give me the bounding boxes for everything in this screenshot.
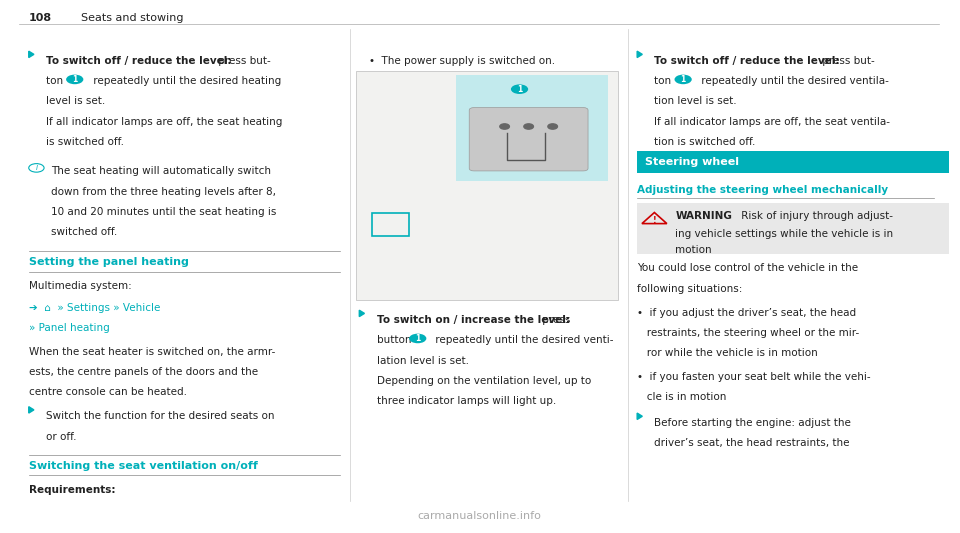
Text: To switch off / reduce the level:: To switch off / reduce the level: [46, 56, 231, 66]
Text: Multimedia system:: Multimedia system: [29, 281, 132, 292]
FancyBboxPatch shape [469, 108, 588, 171]
Text: cle is in motion: cle is in motion [637, 392, 727, 402]
Text: 1: 1 [72, 75, 78, 84]
Polygon shape [29, 407, 34, 413]
Text: repeatedly until the desired venti-: repeatedly until the desired venti- [432, 335, 613, 345]
Polygon shape [359, 310, 365, 317]
Circle shape [500, 124, 510, 129]
Text: 1: 1 [681, 75, 685, 84]
Text: motion: motion [676, 245, 712, 255]
Text: button: button [376, 335, 415, 345]
Text: or off.: or off. [46, 432, 77, 442]
Text: •  The power supply is switched on.: • The power supply is switched on. [369, 56, 555, 66]
Text: To switch on / increase the level:: To switch on / increase the level: [376, 315, 569, 325]
Text: !: ! [653, 216, 657, 225]
Text: three indicator lamps will light up.: three indicator lamps will light up. [376, 396, 556, 406]
Text: You could lose control of the vehicle in the: You could lose control of the vehicle in… [637, 263, 858, 273]
Text: lation level is set.: lation level is set. [376, 356, 468, 366]
Text: switched off.: switched off. [51, 227, 117, 237]
Text: press but-: press but- [819, 56, 875, 66]
Text: Setting the panel heating: Setting the panel heating [29, 257, 188, 267]
Text: ton: ton [655, 76, 675, 86]
Text: Switch the function for the desired seats on: Switch the function for the desired seat… [46, 411, 275, 422]
Text: down from the three heating levels after 8,: down from the three heating levels after… [51, 187, 276, 197]
Circle shape [511, 84, 528, 94]
Text: level is set.: level is set. [46, 96, 106, 107]
Polygon shape [637, 51, 642, 58]
Text: Seats and stowing: Seats and stowing [82, 13, 184, 22]
Text: 10 and 20 minutes until the seat heating is: 10 and 20 minutes until the seat heating… [51, 207, 276, 217]
Text: The seat heating will automatically switch: The seat heating will automatically swit… [51, 166, 271, 176]
Text: centre console can be heated.: centre console can be heated. [29, 387, 187, 398]
Text: repeatedly until the desired ventila-: repeatedly until the desired ventila- [699, 76, 889, 86]
Text: ror while the vehicle is in motion: ror while the vehicle is in motion [637, 348, 818, 358]
Circle shape [66, 75, 84, 84]
Circle shape [524, 124, 534, 129]
Text: i: i [36, 164, 37, 172]
Text: ton: ton [46, 76, 66, 86]
Text: ing vehicle settings while the vehicle is in: ing vehicle settings while the vehicle i… [676, 229, 894, 239]
Circle shape [409, 334, 426, 343]
Text: 1: 1 [516, 85, 522, 94]
Text: If all indicator lamps are off, the seat ventila-: If all indicator lamps are off, the seat… [655, 117, 890, 127]
Circle shape [548, 124, 558, 129]
Text: If all indicator lamps are off, the seat heating: If all indicator lamps are off, the seat… [46, 117, 282, 127]
Text: When the seat heater is switched on, the armr-: When the seat heater is switched on, the… [29, 347, 276, 357]
FancyBboxPatch shape [637, 203, 948, 254]
Text: Switching the seat ventilation on/off: Switching the seat ventilation on/off [29, 461, 257, 471]
Text: ests, the centre panels of the doors and the: ests, the centre panels of the doors and… [29, 367, 258, 377]
Text: Depending on the ventilation level, up to: Depending on the ventilation level, up t… [376, 376, 590, 386]
Text: carmanualsonline.info: carmanualsonline.info [418, 511, 541, 521]
Text: WARNING: WARNING [676, 211, 732, 221]
Text: restraints, the steering wheel or the mir-: restraints, the steering wheel or the mi… [637, 328, 859, 338]
Text: press but-: press but- [215, 56, 271, 66]
Text: Requirements:: Requirements: [29, 485, 115, 495]
Text: ➔  ⌂  » Settings » Vehicle: ➔ ⌂ » Settings » Vehicle [29, 303, 160, 313]
Text: is switched off.: is switched off. [46, 137, 124, 147]
Circle shape [675, 75, 692, 84]
Text: » Panel heating: » Panel heating [29, 323, 109, 333]
Text: 1: 1 [415, 334, 420, 343]
Text: repeatedly until the desired heating: repeatedly until the desired heating [90, 76, 281, 86]
Text: Before starting the engine: adjust the: Before starting the engine: adjust the [655, 418, 852, 428]
Polygon shape [29, 51, 34, 58]
Text: press: press [540, 315, 571, 325]
Text: To switch off / reduce the level:: To switch off / reduce the level: [655, 56, 840, 66]
Text: following situations:: following situations: [637, 284, 742, 294]
Text: tion is switched off.: tion is switched off. [655, 137, 756, 147]
Text: •  if you adjust the driver’s seat, the head: • if you adjust the driver’s seat, the h… [637, 308, 856, 318]
Text: tion level is set.: tion level is set. [655, 96, 737, 107]
Text: Adjusting the steering wheel mechanically: Adjusting the steering wheel mechanicall… [637, 185, 888, 195]
FancyBboxPatch shape [356, 71, 618, 300]
FancyBboxPatch shape [637, 151, 948, 173]
Text: driver’s seat, the head restraints, the: driver’s seat, the head restraints, the [655, 438, 850, 448]
FancyBboxPatch shape [456, 76, 608, 181]
Text: •  if you fasten your seat belt while the vehi-: • if you fasten your seat belt while the… [637, 372, 871, 382]
Text: Risk of injury through adjust-: Risk of injury through adjust- [737, 211, 893, 221]
Polygon shape [637, 413, 642, 419]
Text: Steering wheel: Steering wheel [645, 157, 739, 167]
Text: 108: 108 [29, 13, 52, 22]
